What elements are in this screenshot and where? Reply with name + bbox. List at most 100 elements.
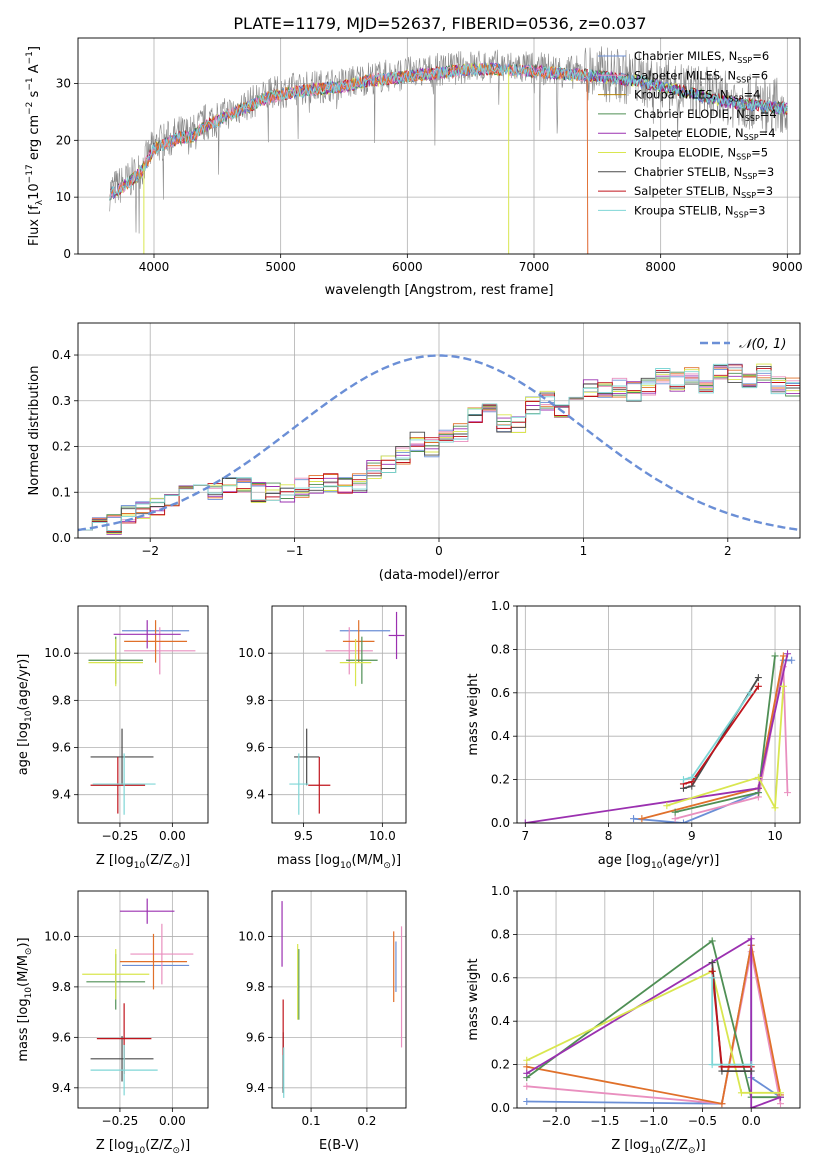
age_vs_mass-point-salpeter-stelib [308,756,331,814]
massweight_vs_Z-ytick-label: 0.0 [491,1101,510,1115]
mass_vs_EBV-ytick-label: 9.4 [246,1081,265,1095]
massweight_vs_age-ytick-label: 1.0 [491,599,510,613]
mass_vs_Z-point-salpeter-elodie [119,898,175,924]
legend-entry: Chabrier ELODIE, NSSP=4 [634,107,777,123]
mass_vs_EBV-ytick-label: 10.0 [238,929,265,943]
series-point [708,959,716,967]
massweight_vs_Z-ytick-label: 0.2 [491,1058,510,1072]
mass_vs_Z-point-salpeter-miles [130,923,194,985]
histogram-chabrier-stelib [78,365,800,533]
residual_histogram-ytick-label: 0.0 [52,531,71,545]
age_vs_mass-frame [271,605,407,824]
massweight_vs_age-ytick-label: 0.8 [491,642,510,656]
age_vs_Z-point-kroupa-elodie [88,639,143,687]
mass_vs_Z-point-kroupa-elodie [82,949,150,1000]
gaussian-curve [78,354,800,532]
massweight_vs_Z-xtick-label: −2.0 [541,1114,570,1128]
age_vs_Z-point-salpeter-elodie [113,620,181,649]
age_vs_mass-point-chabrier-stelib [294,728,320,786]
massweight_vs_age-series-salpeter-elodie [521,650,792,823]
spectrum-xtick-label: 8000 [645,260,676,274]
series-point [771,804,779,812]
legend-entry: Chabrier STELIB, NSSP=3 [634,165,774,181]
massweight_vs_age-ylabel: mass weight [466,673,481,755]
massweight_vs_Z-xtick-label: 0.0 [742,1114,761,1128]
series-point [523,1097,531,1105]
histogram-chabrier-miles [78,363,800,531]
mass_vs_Z-ytick-label: 9.6 [52,1030,71,1044]
massweight_vs_age-ytick-label: 0.2 [491,773,510,787]
mass_vs_Z-ytick-label: 9.4 [52,1081,71,1095]
series-point [671,815,679,823]
age_vs_mass-ytick-label: 9.8 [246,693,265,707]
series-point [746,689,754,697]
series-point [708,1061,716,1069]
spectrum-data-line [109,46,788,234]
age_vs_Z-xlabel: Z [log10(Z/Z⊙)] [96,853,190,871]
spectrum-frame [77,37,801,255]
legend-entry: Salpeter STELIB, NSSP=3 [634,184,773,200]
residual_histogram-xtick-label: 2 [724,544,732,558]
residual_histogram-xtick-label: 1 [580,544,588,558]
mass_vs_Z-point-kroupa-stelib [90,1044,158,1096]
age_vs_Z-frame [77,605,209,824]
age_vs_Z-xtick-label: −0.25 [102,829,139,843]
spectrum-xtick-label: 6000 [392,260,423,274]
age_vs_mass-xlabel-text: mass [log10(M/M⊙)] [277,853,401,871]
spectrum-model-kroupa-stelib [109,63,788,201]
age_vs_Z-point-salpeter-miles [124,627,196,675]
legend-entry: Kroupa MILES, NSSP=4 [634,88,760,104]
series-point [754,784,762,792]
series-point [771,652,779,660]
gaussian-legend-label: 𝒩(0, 1) [739,337,786,352]
spectrum-model-chabrier-miles [109,61,788,201]
series-line [526,970,781,1094]
age_vs_Z-ytick-label: 10.0 [44,646,71,660]
series-point [747,1104,755,1108]
age_vs_Z-axes: −0.25 0.00 9.4 9.6 9.8 10.0 [44,606,208,843]
age_vs_mass-point-salpeter-elodie [388,611,405,660]
mass_vs_EBV-xtick-label: 0.1 [302,1114,321,1128]
series-point [679,819,687,823]
massweight_vs_Z-xtick-label: −0.5 [688,1114,717,1128]
massweight_vs_Z-series-kroupa-stelib [708,974,755,1069]
series-point [679,776,687,784]
age_vs_mass-point-kroupa-elodie [339,639,372,687]
massweight_vs_Z-axes: −2.0 −1.5 −1.0 −0.5 0.0 0.0 0.2 0.4 0.6 0.8 1.0 [491,884,800,1128]
spectrum-xtick-label: 5000 [265,260,296,274]
massweight_vs_age-ytick-label: 0.4 [491,729,510,743]
massweight_vs_Z-frame [516,890,801,1109]
massweight_vs_Z-xlabel: Z [log10(Z/Z⊙)] [611,1138,705,1156]
series-point [784,650,792,658]
series-point [718,1100,726,1108]
spectrum-ytick-label: 0 [63,247,71,261]
legend-entry: Kroupa ELODIE, NSSP=5 [634,146,768,162]
legend-entry: Salpeter ELODIE, NSSP=4 [634,126,776,142]
mass_vs_Z-ytick-label: 10.0 [44,929,71,943]
massweight_vs_age-ytick-label: 0.6 [491,686,510,700]
legend-entry: Salpeter MILES, NSSP=6 [634,68,768,84]
age_vs_Z-point-salpeter-stelib [90,756,146,814]
age_vs_mass-ytick-label: 9.6 [246,741,265,755]
massweight_vs_age-xtick-label: 7 [522,829,530,843]
massweight_vs_Z-ytick-label: 0.4 [491,1014,510,1028]
series-point [663,802,671,810]
series-point [521,819,529,823]
series-point [708,974,716,982]
spectrum-xtick-label: 7000 [519,260,550,274]
series-line [666,686,785,811]
histogram-kroupa-stelib [78,363,800,531]
spectrum-ylabel: Flux [fλ10−17 erg cm−2 s−1 A−1] [25,46,45,246]
mass_vs_EBV-xtick-label: 0.2 [357,1114,376,1128]
series-point [747,935,755,943]
massweight_vs_Z-ytick-label: 1.0 [491,884,510,898]
series-point [708,937,716,945]
massweight_vs_age-series-chabrier-elodie [671,652,779,816]
series-point [737,1089,745,1097]
mass_vs_Z-axes: −0.25 0.00 9.4 9.6 9.8 10.0 [44,891,208,1128]
massweight_vs_age-ytick-label: 0.0 [491,816,510,830]
series-point [784,789,792,797]
series-point [523,1082,531,1090]
massweight_vs_age-xtick-label: 10 [767,829,782,843]
legend-entry: Kroupa STELIB, NSSP=3 [634,203,765,219]
